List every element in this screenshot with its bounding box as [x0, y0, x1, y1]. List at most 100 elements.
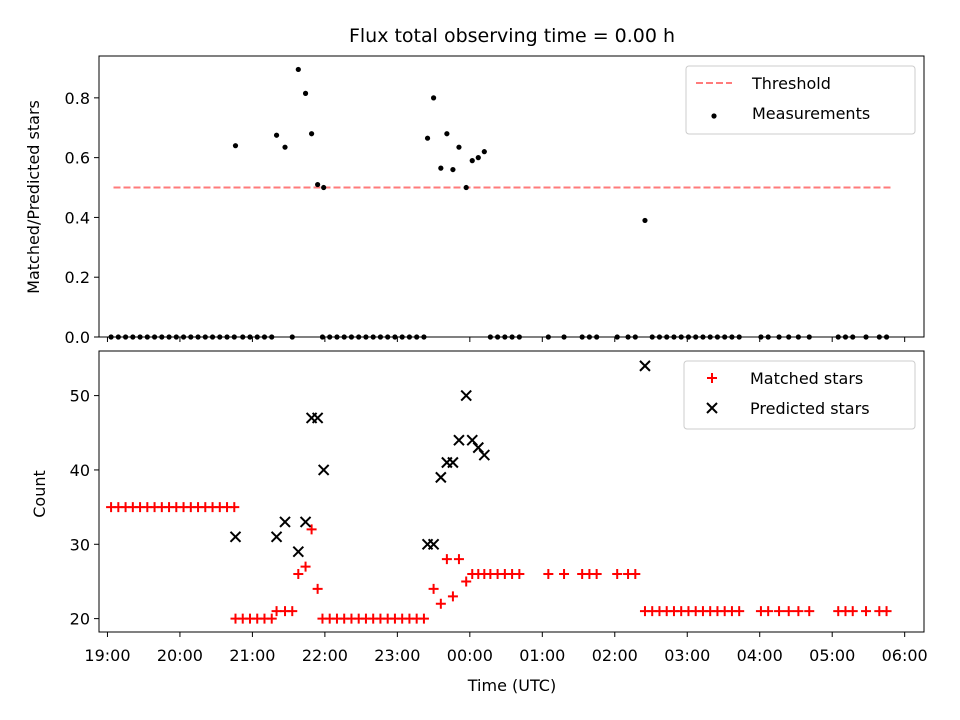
predicted-star-marker — [311, 412, 324, 424]
x-tick-label: 21:00 — [229, 646, 275, 665]
matched-star-marker — [783, 606, 794, 617]
measurement-point — [321, 184, 327, 191]
legend-box — [685, 65, 916, 135]
matched-star-marker — [793, 606, 804, 617]
matched-star-marker — [300, 561, 311, 572]
y-tick-label: 0.6 — [65, 149, 90, 168]
matched-star-marker — [428, 583, 439, 594]
predicted-star-marker — [427, 538, 440, 550]
x-tick-label: 01:00 — [519, 646, 565, 665]
matched-star-marker — [418, 613, 429, 624]
matched-star-marker — [543, 569, 554, 580]
x-tick-label: 19:00 — [84, 646, 130, 665]
predicted-star-marker — [299, 516, 312, 528]
legend-entry: Matched stars — [750, 369, 863, 388]
matched-star-marker — [514, 569, 525, 580]
x-tick-label: 05:00 — [809, 646, 855, 665]
matched-star-marker — [447, 591, 458, 602]
measurement-point — [232, 143, 239, 149]
measurement-point — [463, 184, 469, 191]
legend-matched-swatch — [707, 373, 717, 383]
matched-star-marker — [734, 606, 745, 617]
x-tick-label: 20:00 — [157, 646, 203, 665]
predicted-star-marker — [447, 456, 459, 469]
y-tick-label: 30 — [70, 535, 90, 554]
measurement-point — [282, 144, 288, 150]
matched-star-marker — [612, 569, 623, 580]
matched-star-marker — [453, 554, 464, 565]
matched-star-marker — [774, 606, 785, 617]
matched-star-marker — [804, 606, 815, 617]
measurement-point — [430, 95, 437, 101]
matched-star-marker — [881, 606, 892, 617]
bottom-plot-panel: 19:00 20:00 21:00 22:00 23:00 00:00 01:00 02:00… — [70, 350, 928, 665]
legend-box — [683, 360, 916, 430]
legend-measurement-swatch — [711, 113, 717, 119]
matched-star-marker — [229, 502, 240, 513]
measurement-point — [450, 166, 456, 173]
matched-star-marker — [312, 583, 323, 594]
matched-star-marker — [441, 554, 452, 565]
predicted-star-marker — [460, 389, 472, 402]
measurement-point — [424, 135, 431, 141]
measurement-point — [469, 158, 475, 164]
legend-predicted-swatch — [706, 402, 718, 414]
measurement-point — [481, 149, 487, 155]
y-tick-label: 50 — [70, 387, 90, 406]
measurement-point — [438, 165, 444, 171]
predicted-star-marker — [453, 434, 465, 446]
y-tick-label: 40 — [70, 461, 90, 480]
x-tick-label: 00:00 — [447, 646, 493, 665]
x-tick-label: 03:00 — [664, 646, 710, 665]
predicted-star-marker — [270, 531, 283, 543]
predicted-star-marker — [279, 516, 291, 528]
x-axis-label: Time (UTC) — [467, 676, 556, 695]
measurement-point — [302, 90, 309, 96]
predicted-star-marker — [478, 449, 491, 461]
measurement-point — [642, 217, 648, 224]
top-plot-panel: 0.0 0.2 0.4 0.6 0.8 Threshold Measurements — [65, 55, 925, 347]
plot-frame — [98, 350, 925, 633]
legend-entry: Predicted stars — [750, 399, 870, 418]
matched-star-marker — [271, 606, 282, 617]
y-tick-label: 0.4 — [65, 208, 90, 227]
chart-title: Flux total observing time = 0.00 h — [349, 25, 675, 47]
measurement-point — [315, 181, 321, 188]
matched-star-marker — [435, 598, 446, 609]
predicted-star-marker — [435, 471, 447, 484]
top-y-axis-label: Matched/Predicted stars — [24, 100, 43, 294]
matched-star-marker — [266, 613, 277, 624]
x-tick-label: 22:00 — [302, 646, 348, 665]
predicted-star-marker — [292, 546, 305, 558]
matched-star-marker — [293, 569, 304, 580]
measurement-point — [295, 66, 301, 73]
matched-star-marker — [306, 524, 317, 535]
legend: Threshold Measurements — [685, 65, 916, 135]
x-tick-label: 06:00 — [882, 646, 928, 665]
matched-star-marker — [763, 606, 774, 617]
matched-star-marker — [287, 606, 298, 617]
predicted-star-marker — [229, 531, 242, 543]
predicted-star-marker — [639, 360, 651, 372]
measurement-point — [308, 131, 315, 137]
matched-star-marker — [630, 569, 641, 580]
x-tick-label: 04:00 — [737, 646, 783, 665]
predicted-star-marker — [317, 464, 330, 476]
measurement-point — [456, 144, 462, 150]
plot-frame — [98, 55, 925, 338]
measurement-point — [273, 132, 280, 138]
y-tick-label: 0.0 — [65, 328, 90, 347]
matched-star-marker — [461, 576, 472, 587]
matched-star-marker — [591, 569, 602, 580]
y-tick-label: 20 — [70, 610, 90, 629]
y-tick-label: 0.2 — [65, 268, 90, 287]
x-tick-label: 02:00 — [592, 646, 638, 665]
x-tick-label: 23:00 — [374, 646, 420, 665]
matched-star-marker — [861, 606, 872, 617]
matched-star-marker — [559, 569, 570, 580]
legend-entry: Threshold — [751, 74, 831, 93]
y-tick-label: 0.8 — [65, 89, 90, 108]
bottom-y-axis-label: Count — [30, 470, 49, 518]
legend-entry: Measurements — [752, 104, 870, 123]
